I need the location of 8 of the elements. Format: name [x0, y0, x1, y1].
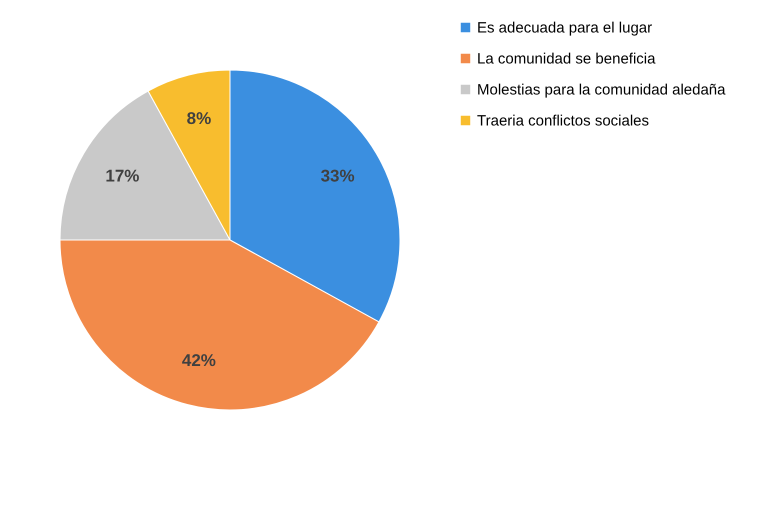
- legend-label: La comunidad se beneficia: [477, 50, 656, 68]
- legend-label: Traeria conflictos sociales: [477, 112, 650, 130]
- data-label: 8%: [186, 108, 212, 128]
- data-label: 42%: [182, 351, 216, 370]
- data-label: 33%: [320, 166, 355, 186]
- legend-label: Molestias para la comunidad aledaña: [477, 82, 726, 98]
- data-label: 17%: [105, 166, 140, 186]
- legend-label: Es adecuada para el lugar: [477, 20, 652, 36]
